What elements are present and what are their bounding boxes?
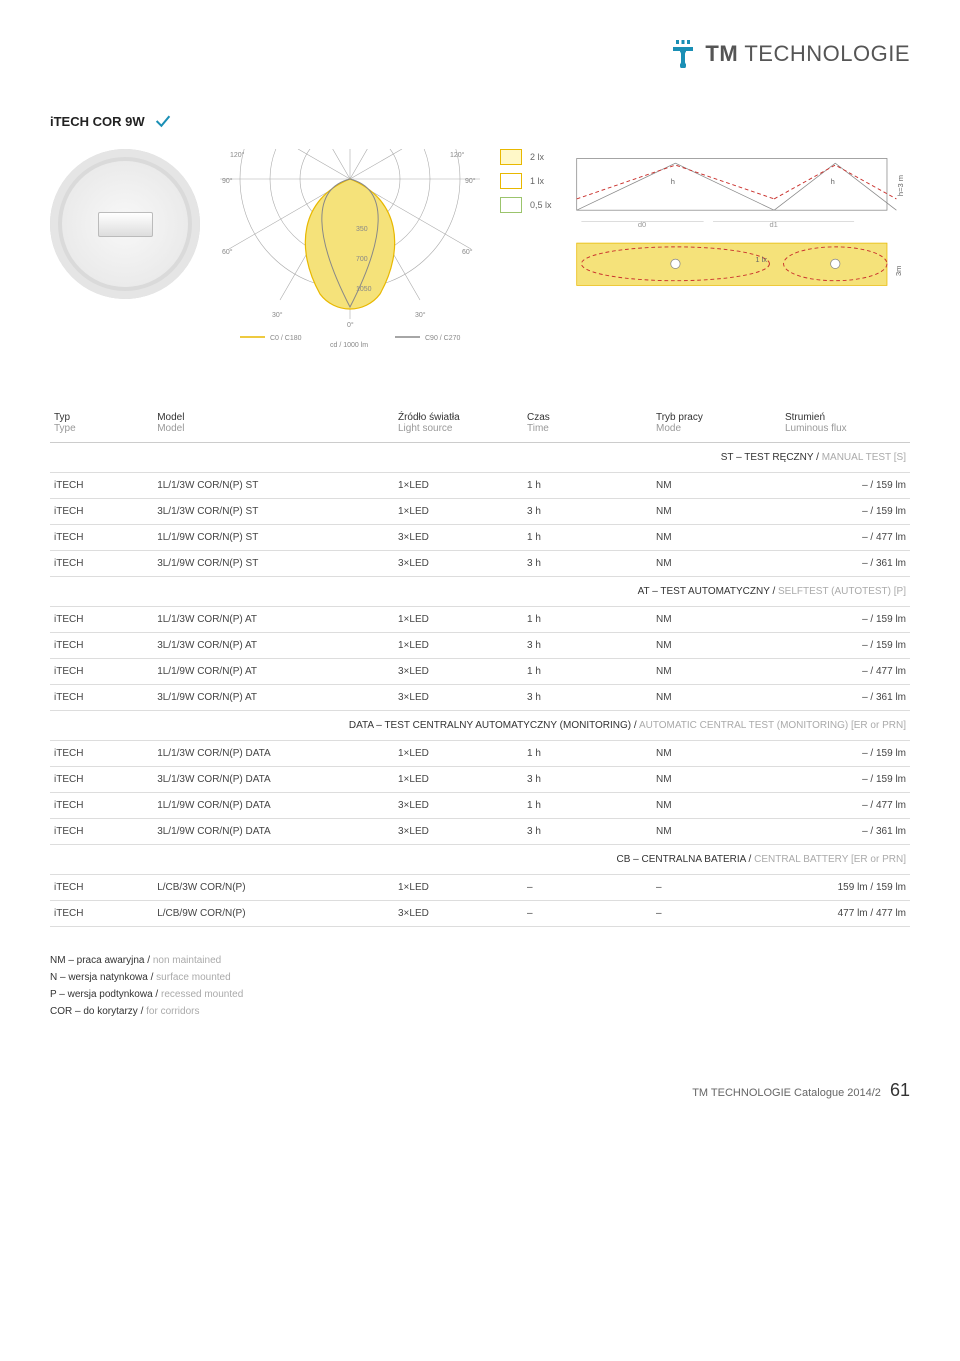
polar-diagram: 350 700 1050 180° 160° 160° 120° 120° 90… <box>220 149 480 354</box>
spec-table: TypTypeModelModelŹródło światłaLight sou… <box>50 404 910 927</box>
col-header: Źródło światłaLight source <box>394 404 523 443</box>
svg-text:30°: 30° <box>415 311 426 319</box>
product-title: iTECH COR 9W <box>50 114 145 129</box>
check-icon <box>155 113 171 129</box>
table-row: iTECH3L/1/3W COR/N(P) DATA1×LED3 hNM– / … <box>50 767 910 793</box>
svg-text:60°: 60° <box>222 248 233 256</box>
table-row: iTECH3L/1/3W COR/N(P) AT1×LED3 hNM– / 15… <box>50 633 910 659</box>
section-header: AT – TEST AUTOMATYCZNY / SELFTEST (AUTOT… <box>50 577 910 607</box>
svg-text:3m: 3m <box>894 266 903 276</box>
brand-icon <box>669 40 697 68</box>
corridor-diagram: h h h=3 m d0 d1 1 lx 3m <box>572 149 910 314</box>
brand-header: TM TECHNOLOGIE <box>50 40 910 73</box>
table-row: iTECHL/CB/9W COR/N(P)3×LED––477 lm / 477… <box>50 901 910 927</box>
product-photo <box>50 149 200 299</box>
svg-text:350: 350 <box>356 226 368 233</box>
svg-text:C90 / C270: C90 / C270 <box>425 335 461 342</box>
product-title-row: iTECH COR 9W <box>50 113 910 129</box>
brand-text: TM TECHNOLOGIE <box>705 41 910 67</box>
table-row: iTECH1L/1/9W COR/N(P) DATA3×LED1 hNM– / … <box>50 793 910 819</box>
svg-text:h=3 m: h=3 m <box>895 175 904 196</box>
svg-text:cd / 1000 lm: cd / 1000 lm <box>330 342 368 349</box>
section-header: CB – CENTRALNA BATERIA / CENTRAL BATTERY… <box>50 845 910 875</box>
table-row: iTECH3L/1/9W COR/N(P) AT3×LED3 hNM– / 36… <box>50 685 910 711</box>
table-row: iTECH1L/1/3W COR/N(P) DATA1×LED1 hNM– / … <box>50 741 910 767</box>
svg-text:90°: 90° <box>465 177 476 185</box>
svg-text:120°: 120° <box>230 151 245 159</box>
svg-text:C0 / C180: C0 / C180 <box>270 335 302 342</box>
svg-text:0°: 0° <box>347 321 354 329</box>
table-row: iTECH1L/1/3W COR/N(P) ST1×LED1 hNM– / 15… <box>50 473 910 499</box>
svg-text:700: 700 <box>356 256 368 263</box>
table-row: iTECH3L/1/3W COR/N(P) ST1×LED3 hNM– / 15… <box>50 499 910 525</box>
table-row: iTECH1L/1/3W COR/N(P) AT1×LED1 hNM– / 15… <box>50 607 910 633</box>
col-header: StrumieńLuminous flux <box>781 404 910 443</box>
col-header: Tryb pracyMode <box>652 404 781 443</box>
svg-text:90°: 90° <box>222 177 233 185</box>
legend-notes: NM – praca awaryjna / non maintainedN – … <box>50 952 910 1020</box>
svg-text:120°: 120° <box>450 151 465 159</box>
page-footer: TM TECHNOLOGIE Catalogue 2014/2 61 <box>50 1080 910 1101</box>
table-row: iTECH3L/1/9W COR/N(P) ST3×LED3 hNM– / 36… <box>50 551 910 577</box>
svg-text:30°: 30° <box>272 311 283 319</box>
col-header: ModelModel <box>153 404 394 443</box>
col-header: CzasTime <box>523 404 652 443</box>
table-row: iTECH3L/1/9W COR/N(P) DATA3×LED3 hNM– / … <box>50 819 910 845</box>
lux-legend: 2 lx 1 lx 0,5 lx <box>500 149 552 213</box>
table-row: iTECH1L/1/9W COR/N(P) AT3×LED1 hNM– / 47… <box>50 659 910 685</box>
section-header: DATA – TEST CENTRALNY AUTOMATYCZNY (MONI… <box>50 711 910 741</box>
svg-text:h: h <box>830 177 834 186</box>
col-header: TypType <box>50 404 153 443</box>
table-row: iTECH1L/1/9W COR/N(P) ST3×LED1 hNM– / 47… <box>50 525 910 551</box>
svg-text:1050: 1050 <box>356 286 372 293</box>
svg-text:60°: 60° <box>462 248 473 256</box>
table-row: iTECHL/CB/3W COR/N(P)1×LED––159 lm / 159… <box>50 875 910 901</box>
svg-text:h: h <box>670 177 674 186</box>
svg-text:1 lx: 1 lx <box>755 255 767 264</box>
section-header: ST – TEST RĘCZNY / MANUAL TEST [S] <box>50 443 910 473</box>
